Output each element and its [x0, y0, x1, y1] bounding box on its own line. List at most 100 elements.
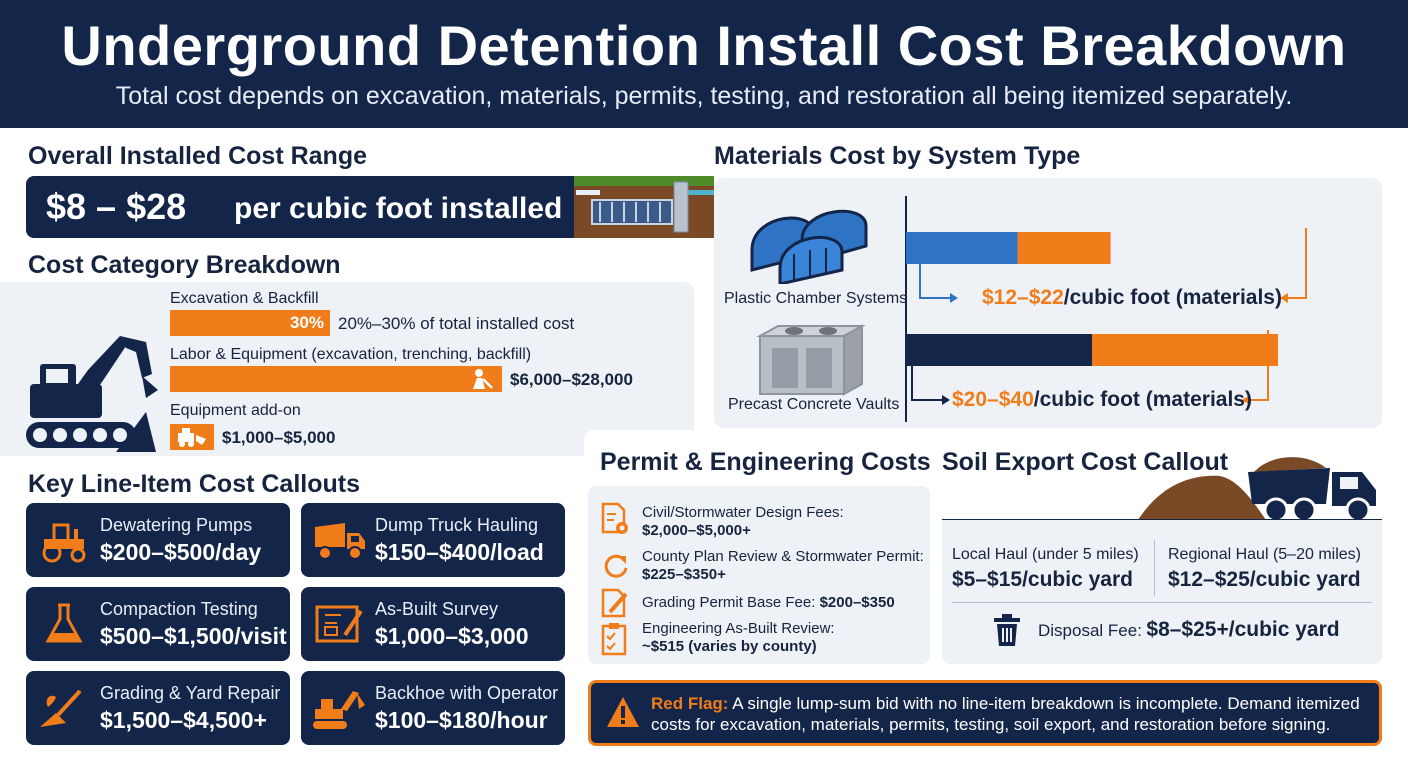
- permit-value: $200–$350: [819, 594, 895, 611]
- panel-notch: [584, 430, 694, 456]
- soil-heading: Soil Export Cost Callout: [942, 448, 1229, 476]
- precast-vault-icon: [756, 324, 866, 396]
- flask-icon: [45, 603, 83, 643]
- overall-heading: Overall Installed Cost Range: [28, 142, 367, 170]
- price-pointer-right-arrow: [1242, 395, 1250, 405]
- callout-title: Compaction Testing: [100, 599, 258, 619]
- permit-label: County Plan Review & Stormwater Permit:: [642, 548, 924, 565]
- callout-value: $150–$400/load: [375, 539, 544, 565]
- labor-value: $6,000–$28,000: [510, 370, 633, 389]
- plastic-chamber-icon: [750, 209, 868, 284]
- dump-truck-icon: [315, 523, 365, 560]
- addon-value: $1,000–$5,000: [222, 428, 336, 447]
- loader-icon: [178, 428, 206, 447]
- materials-heading: Materials Cost by System Type: [714, 142, 1081, 170]
- permit-item: Engineering As-Built Review: ~$515 (vari…: [642, 620, 835, 656]
- soil-divider: [1154, 540, 1155, 596]
- callout-card-backhoe: Backhoe with Operator $100–$180/hour: [301, 671, 565, 745]
- plastic-price-unit: /cubic foot (materials): [1063, 286, 1282, 309]
- permit-label: Engineering As-Built Review:: [642, 620, 835, 637]
- overall-range-value: $8 – $28: [46, 186, 187, 227]
- soil-panel: Local Haul (under 5 miles) $5–$15/cubic …: [942, 520, 1382, 664]
- tractor-icon: [42, 523, 86, 563]
- warning-icon: [607, 697, 639, 727]
- disposal-label: Disposal Fee:: [1038, 621, 1142, 640]
- excavator-icon: [26, 336, 158, 452]
- overall-range-bar: $8 – $28 per cubic foot installed: [26, 176, 714, 238]
- blueprint-icon: [315, 605, 363, 643]
- price-pointer-left-arrow: [950, 293, 958, 303]
- callouts-heading: Key Line-Item Cost Callouts: [28, 470, 360, 498]
- red-flag-text: Red Flag: A single lump-sum bid with no …: [651, 693, 1371, 735]
- refresh-icon: [604, 554, 628, 578]
- worker-icon: [473, 369, 493, 389]
- material-range-bar: [1017, 232, 1111, 264]
- concrete-price-range: $20–$40: [952, 388, 1034, 411]
- disposal-value: $8–$25+/cubic yard: [1146, 618, 1340, 641]
- price-pointer-left: [911, 366, 942, 401]
- red-flag-label: Red Flag:: [651, 694, 729, 713]
- callout-value: $1,000–$3,000: [375, 623, 529, 649]
- permit-value: $225–$350+: [642, 566, 726, 583]
- permits-heading: Permit & Engineering Costs: [600, 448, 931, 476]
- concrete-price: $20–$40/cubic foot (materials): [952, 388, 1252, 412]
- permit-item: Civil/Stormwater Design Fees: $2,000–$5,…: [642, 504, 844, 540]
- callout-card-grading: Grading & Yard Repair $1,500–$4,500+: [26, 671, 290, 745]
- permit-label: Civil/Stormwater Design Fees:: [642, 504, 844, 521]
- callout-value: $1,500–$4,500+: [100, 707, 267, 733]
- trash-bin-icon: [994, 614, 1020, 646]
- excavation-share-bar: 30%: [170, 310, 330, 336]
- soil-divider-h: [952, 602, 1372, 603]
- callout-value: $100–$180/hour: [375, 707, 548, 733]
- regional-haul-value: $12–$25/cubic yard: [1168, 568, 1361, 591]
- material-base-bar: [906, 232, 1018, 264]
- plastic-price-range: $12–$22: [982, 286, 1064, 309]
- red-flag-body: A single lump-sum bid with no line-item …: [651, 694, 1360, 734]
- callout-title: Dump Truck Hauling: [375, 515, 539, 535]
- categories-heading: Cost Category Breakdown: [28, 251, 341, 279]
- price-pointer-left: [919, 264, 950, 299]
- material-base-bar: [906, 334, 1092, 366]
- price-pointer-right-arrow: [1280, 293, 1288, 303]
- permit-item: County Plan Review & Stormwater Permit: …: [642, 548, 924, 584]
- document-gear-icon: [601, 502, 628, 534]
- shovel-icon: [40, 689, 82, 727]
- regional-haul-label: Regional Haul (5–20 miles): [1168, 546, 1361, 563]
- page-subtitle: Total cost depends on excavation, materi…: [115, 82, 1293, 110]
- callout-card-survey: As-Built Survey $1,000–$3,000: [301, 587, 565, 661]
- system-name: Plastic Chamber Systems: [724, 290, 908, 307]
- edit-document-icon: [601, 588, 628, 618]
- header-banner: Underground Detention Install Cost Break…: [0, 0, 1408, 128]
- material-range-bar: [1092, 334, 1278, 366]
- callout-card-dewatering: Dewatering Pumps $200–$500/day: [26, 503, 290, 577]
- overall-range-unit: per cubic foot installed: [234, 192, 563, 225]
- callout-value: $500–$1,500/visit: [100, 623, 287, 649]
- disposal-fee: Disposal Fee: $8–$25+/cubic yard: [1038, 618, 1340, 642]
- concrete-price-unit: /cubic foot (materials): [1033, 388, 1252, 411]
- plastic-price: $12–$22/cubic foot (materials): [982, 286, 1282, 310]
- checklist-icon: [601, 623, 627, 656]
- system-name: Precast Concrete Vaults: [728, 396, 900, 413]
- callout-title: Dewatering Pumps: [100, 515, 253, 535]
- permit-value: ~$515 (varies by county): [642, 638, 817, 655]
- permit-item: Grading Permit Base Fee: $200–$350: [642, 594, 895, 612]
- price-pointer-right: [1288, 228, 1307, 299]
- local-haul-label: Local Haul (under 5 miles): [952, 546, 1139, 563]
- callout-title: As-Built Survey: [375, 599, 499, 619]
- callout-title: Grading & Yard Repair: [100, 683, 281, 703]
- categories-panel: Excavation & Backfill 30% 20%–30% of tot…: [0, 282, 694, 456]
- labor-bar: [170, 366, 502, 392]
- callout-card-compaction: Compaction Testing $500–$1,500/visit: [26, 587, 290, 661]
- callout-title: Backhoe with Operator: [375, 683, 559, 703]
- page-title: Underground Detention Install Cost Break…: [61, 14, 1347, 77]
- excavation-note: 20%–30% of total installed cost: [338, 314, 575, 333]
- materials-panel: Plastic Chamber Systems Precast Concrete…: [714, 178, 1382, 428]
- red-flag-callout: Red Flag: A single lump-sum bid with no …: [588, 680, 1382, 746]
- excavation-label: Excavation & Backfill: [170, 290, 319, 307]
- callout-value: $200–$500/day: [100, 539, 262, 565]
- price-pointer-left-arrow: [942, 395, 950, 405]
- permit-value: $2,000–$5,000+: [642, 522, 751, 539]
- permits-panel: Civil/Stormwater Design Fees: $2,000–$5,…: [588, 486, 930, 664]
- local-haul-value: $5–$15/cubic yard: [952, 568, 1133, 591]
- backhoe-icon: [313, 691, 365, 729]
